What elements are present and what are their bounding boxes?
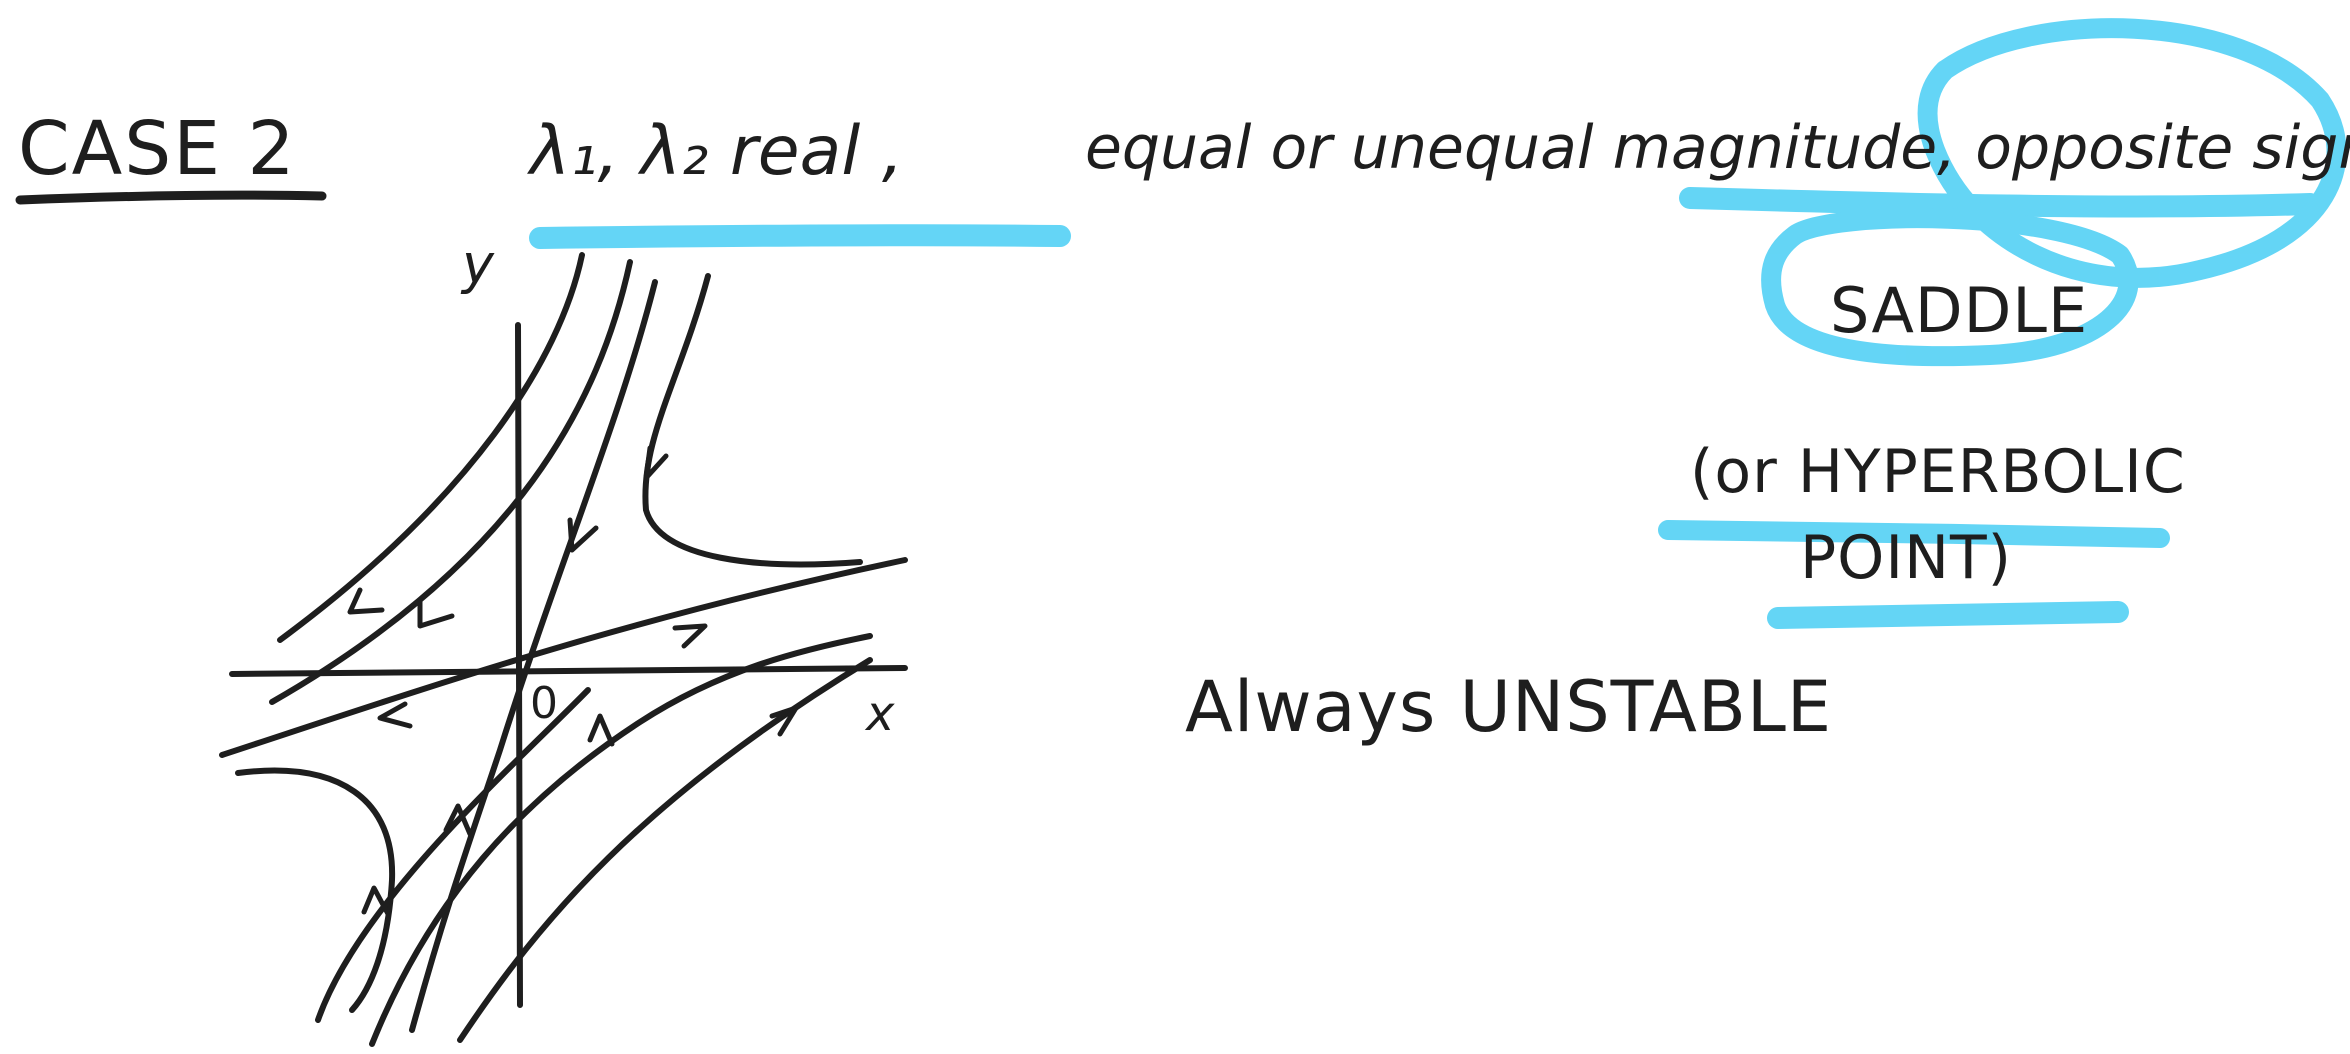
point-underline [1767, 601, 2129, 629]
saddle-label: SADDLE [1830, 274, 2089, 347]
eigen-underline [529, 224, 1071, 249]
hyperbolic-underline [1658, 520, 2170, 548]
eigenvalue-text: λ₁, λ₂ real , [530, 112, 904, 191]
saddle-oval [1761, 208, 2139, 367]
opposite-sign-loop [1917, 18, 2347, 288]
hyperbolic-text: (or HYPERBOLIC [1690, 437, 2186, 507]
condition-underline [1679, 187, 2321, 218]
stability-text: Always UNSTABLE [1185, 666, 1833, 748]
case-title: CASE 2 [18, 106, 297, 192]
origin-label: 0 [530, 678, 558, 729]
x-axis-label: x [866, 686, 895, 742]
point-text: POINT) [1800, 523, 2013, 593]
condition-text: equal or unequal magnitude, opposite sig… [1085, 113, 2350, 183]
y-axis-label: y [462, 233, 494, 296]
